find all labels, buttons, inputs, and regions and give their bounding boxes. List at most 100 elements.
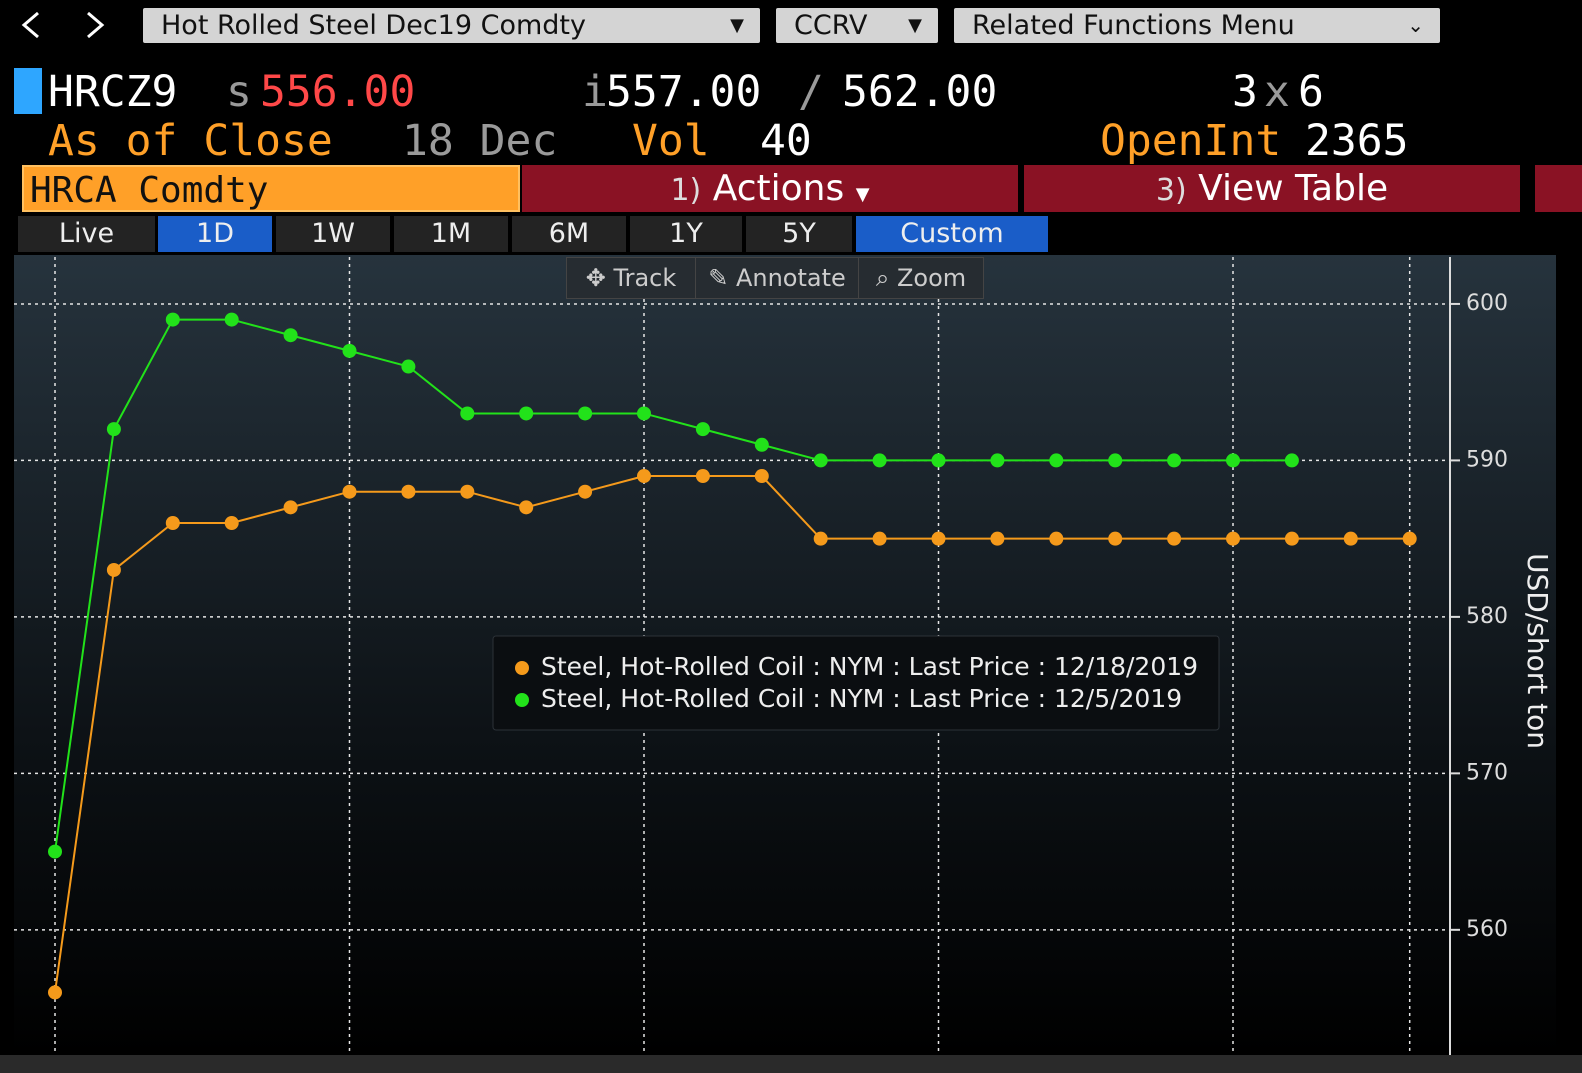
tab-overflow (1535, 165, 1582, 212)
open-interest-label: OpenInt (1100, 116, 1282, 166)
data-point (460, 406, 475, 421)
security-dropdown[interactable]: Hot Rolled Steel Dec19 Comdty ▼ (143, 8, 760, 43)
data-point (1284, 453, 1299, 468)
data-point (695, 422, 710, 437)
forward-arrow[interactable] (87, 11, 105, 39)
data-point (813, 531, 828, 546)
data-point (283, 328, 298, 343)
data-point (1049, 453, 1064, 468)
legend: Steel, Hot-Rolled Coil : NYM : Last Pric… (492, 635, 1220, 731)
data-point (1167, 531, 1182, 546)
close-label: As of Close (48, 116, 333, 166)
data-point (578, 406, 593, 421)
bid-price: 557.00 (606, 67, 762, 117)
data-point (1284, 531, 1299, 546)
data-point (990, 453, 1005, 468)
data-point (637, 469, 651, 484)
data-point (872, 531, 887, 546)
volume: 40 (760, 116, 812, 166)
data-point (224, 312, 239, 327)
data-point (578, 484, 593, 499)
chart-toolbar: ✥ Track ✎ Annotate ⌕ Zoom (566, 257, 984, 299)
function-dropdown[interactable]: CCRV ▼ (776, 8, 938, 43)
zoom-button[interactable]: ⌕ Zoom (875, 264, 967, 292)
data-point (931, 531, 946, 546)
caret: ⌄ (1407, 13, 1424, 37)
bid-size: 3 (1232, 67, 1258, 117)
bid-prefix: i (582, 67, 608, 117)
series-line (54, 318, 1292, 852)
period-button[interactable]: 6M (512, 216, 626, 252)
period-button[interactable]: 1W (276, 216, 390, 252)
separator: / (798, 67, 824, 117)
data-point (990, 531, 1005, 546)
period-button[interactable]: 1D (158, 216, 272, 252)
ticker: HRCZ9 (48, 67, 178, 117)
data-point (106, 562, 121, 577)
data-point (283, 500, 298, 515)
back-arrow[interactable] (21, 11, 39, 39)
tool-label: Zoom (896, 264, 967, 292)
data-point (342, 484, 357, 499)
period-button[interactable]: Live (18, 216, 155, 252)
menu-text: Related Functions Menu (972, 10, 1295, 41)
y-tick-label: 600 (1466, 291, 1508, 316)
data-point (460, 484, 475, 499)
data-point (1108, 531, 1123, 546)
actions-text: Actions (712, 168, 845, 209)
security-tab[interactable]: HRCA Comdty (22, 165, 520, 212)
period-button[interactable]: Custom (856, 216, 1048, 252)
data-point (695, 469, 710, 484)
data-point (1226, 453, 1240, 468)
data-point (1226, 531, 1240, 546)
menu-dropdown[interactable]: Related Functions Menu ⌄ (954, 8, 1440, 43)
tool-label: Track (613, 264, 677, 292)
data-point (754, 437, 769, 452)
data-point (754, 469, 769, 484)
legend-marker (515, 693, 529, 707)
marker (14, 68, 42, 114)
volume-label: Vol (632, 116, 710, 166)
nav-arrows (21, 11, 105, 39)
data-point (401, 484, 416, 499)
actions-tab[interactable]: 1) Actions ▼ (522, 165, 1018, 212)
data-point (401, 359, 416, 374)
function-text: CCRV (794, 10, 868, 41)
data-point (1167, 453, 1182, 468)
table-text: View Table (1198, 168, 1389, 209)
data-point (519, 500, 534, 515)
y-tick-label: 560 (1466, 917, 1508, 942)
open-interest: 2365 (1305, 116, 1409, 166)
caret: ▼ (730, 15, 744, 36)
data-point (342, 343, 357, 358)
caret: ▼ (855, 184, 870, 205)
data-point (1402, 531, 1417, 546)
data-point (1049, 531, 1064, 546)
period-button[interactable]: 1M (394, 216, 508, 252)
annotate-button[interactable]: ✎ Annotate (696, 258, 859, 298)
track-button[interactable]: ✥ Track (567, 258, 696, 298)
y-tick-label: 580 (1466, 604, 1508, 629)
tab-number: 3) (1155, 173, 1187, 208)
period-button[interactable]: 1Y (630, 216, 742, 252)
data-point (1108, 453, 1123, 468)
data-point (48, 985, 62, 1000)
data-point (106, 422, 121, 437)
y-tick-label: 590 (1466, 447, 1508, 472)
security-tab-text: HRCA Comdty (30, 170, 269, 211)
scrollbar (0, 1055, 1582, 1073)
data-point (165, 516, 180, 530)
data-point (931, 453, 946, 468)
tab-number: 1) (670, 173, 702, 208)
data-point (872, 453, 887, 468)
data-point (165, 312, 180, 327)
table-tab[interactable]: 3) View Table (1024, 165, 1520, 212)
close-date: 18 Dec (402, 116, 558, 166)
y-tick-label: 570 (1466, 760, 1508, 785)
period-button[interactable]: 5Y (746, 216, 852, 252)
ask-price: 562.00 (842, 67, 998, 117)
data-point (224, 516, 239, 530)
size-separator: x (1264, 67, 1290, 117)
